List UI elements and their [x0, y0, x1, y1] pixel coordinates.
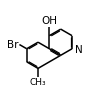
Text: N: N [75, 45, 83, 55]
Text: CH₃: CH₃ [30, 78, 46, 87]
Text: OH: OH [41, 16, 57, 26]
Text: Br: Br [7, 40, 19, 50]
